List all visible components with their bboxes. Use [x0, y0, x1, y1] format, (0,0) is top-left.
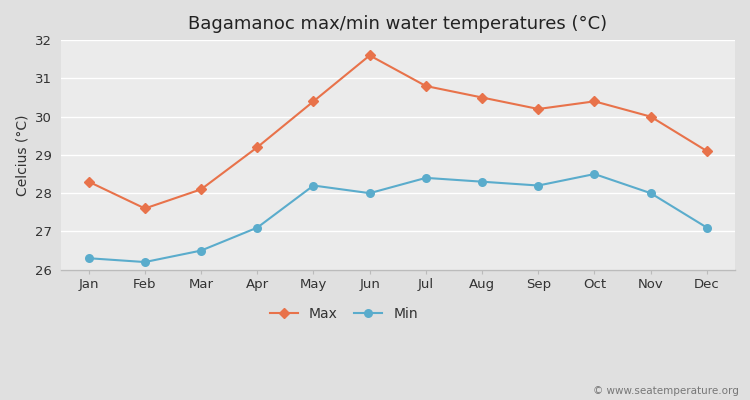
Max — [140, 206, 149, 211]
Min — [253, 225, 262, 230]
Min — [703, 225, 712, 230]
Max — [253, 145, 262, 150]
Min — [365, 191, 374, 196]
Max — [703, 149, 712, 154]
Min — [140, 260, 149, 264]
Min — [646, 191, 656, 196]
Max — [365, 53, 374, 58]
Min — [590, 172, 599, 176]
Min — [196, 248, 206, 253]
Text: © www.seatemperature.org: © www.seatemperature.org — [592, 386, 739, 396]
Legend: Max, Min: Max, Min — [264, 302, 423, 327]
Min — [84, 256, 93, 261]
Title: Bagamanoc max/min water temperatures (°C): Bagamanoc max/min water temperatures (°C… — [188, 15, 608, 33]
Line: Max: Max — [86, 52, 710, 212]
Max — [478, 95, 487, 100]
Line: Min: Min — [84, 170, 712, 266]
Min — [478, 179, 487, 184]
Min — [422, 176, 430, 180]
Max — [84, 179, 93, 184]
Max — [590, 99, 599, 104]
Max — [646, 114, 656, 119]
Max — [422, 84, 430, 88]
Max — [534, 106, 543, 111]
Min — [534, 183, 543, 188]
Max — [196, 187, 206, 192]
Y-axis label: Celcius (°C): Celcius (°C) — [15, 114, 29, 196]
Min — [309, 183, 318, 188]
Max — [309, 99, 318, 104]
